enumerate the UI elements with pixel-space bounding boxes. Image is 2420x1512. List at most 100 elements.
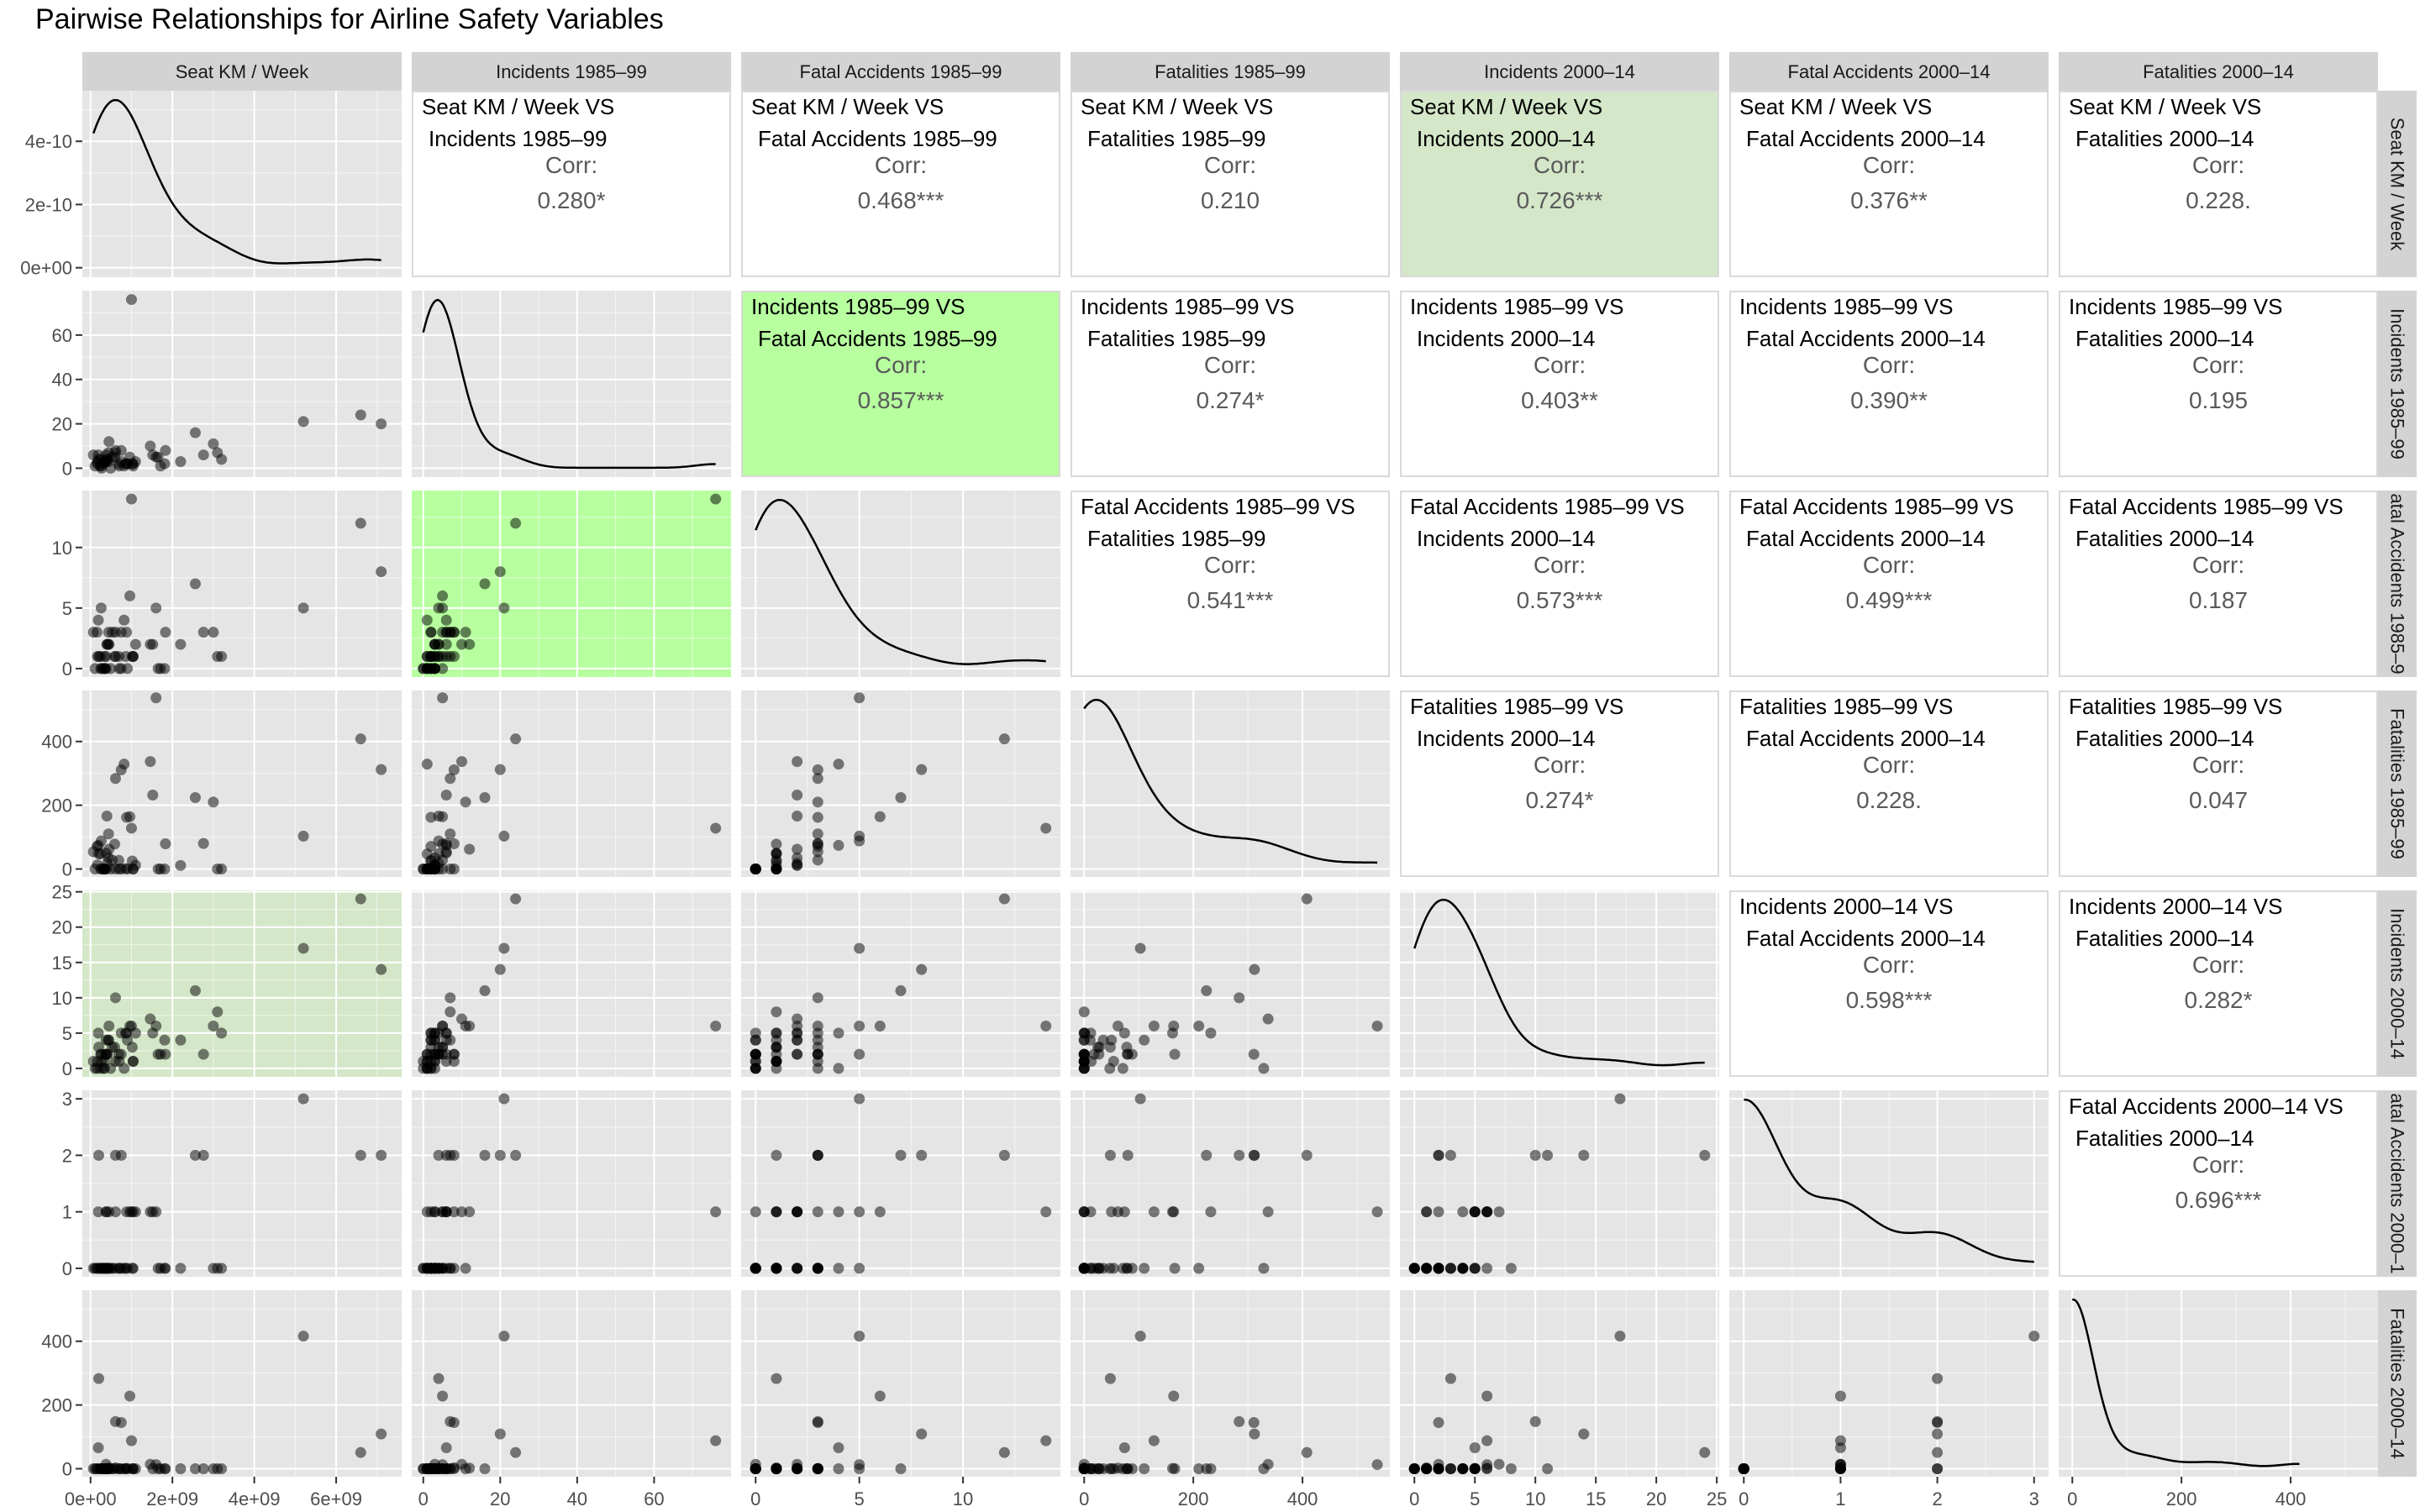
panel-background [741,690,1060,877]
scatter-point [1262,1206,1274,1218]
scatter-point [1085,1206,1097,1218]
correlation-value: 0.726*** [1517,187,1603,213]
scatter-point [109,992,121,1004]
scatter-point [1469,1463,1481,1475]
scatter-point [1614,1331,1626,1342]
scatter-point [498,1093,510,1105]
scatter-point [1168,1390,1180,1402]
correlation-pair-line1: Fatalities 1985–99 VS [1410,694,1623,719]
scatter-point [1932,1446,1944,1458]
scatter-point [1118,1441,1130,1453]
correlation-label: Corr: [2192,952,2244,978]
scatter-point [440,789,452,801]
scatter-point [812,1263,823,1274]
y-tick-label: 2e-10 [25,194,72,215]
x-tick-label: 40 [567,1488,587,1509]
x-tick-label: 5 [1470,1488,1480,1509]
panel-background [82,291,402,477]
scatter-point [1493,1206,1505,1218]
scatter-point [771,1263,782,1274]
y-tick-label: 3 [62,1089,72,1110]
scatter-point [92,1027,104,1039]
scatter-point [197,1048,209,1060]
scatter-point [498,942,510,954]
row-strip [2378,1090,2417,1277]
scatter-point [115,1149,127,1161]
scatter-point [129,859,141,871]
scatter-point [297,1331,309,1342]
density-curve [2072,1298,2300,1467]
scatter-point [812,992,823,1004]
scatter-point [113,1056,125,1067]
scatter-point [895,792,907,804]
scatter-point [833,1463,844,1475]
scatter-point [812,773,823,785]
y-tick-label: 40 [52,370,72,391]
scatter-point [479,1149,491,1161]
scatter-point [510,517,522,529]
scatter-point [916,1428,928,1440]
scatter-point [92,1441,104,1453]
scatter-point [212,1006,224,1018]
scatter-point [771,1006,782,1018]
y-tick-label: 0 [62,458,72,479]
scatter-point [448,864,460,875]
scatter-point [874,811,886,822]
correlation-value: 0.187 [2189,587,2248,613]
correlation-label: Corr: [2192,552,2244,578]
x-tick-label: 15 [1586,1488,1606,1509]
scatter-point [1834,1462,1846,1474]
scatter-point [440,627,452,638]
scatter-point [854,1206,865,1218]
scatter-point [355,733,366,745]
density-curve [755,498,1046,665]
scatter-point [92,1206,104,1218]
correlation-pair-line2: Fatal Accidents 2000–14 [1746,726,1986,751]
scatter-point [197,1463,209,1475]
scatter-point [113,1263,125,1274]
scatter-point [895,1149,907,1161]
scatter-point [437,602,449,614]
column-strip-label: Incidents 1985–99 [496,61,647,82]
scatter-point [118,614,130,626]
correlation-label: Corr: [2192,1152,2244,1178]
scatter-point [1421,1206,1433,1218]
correlation-label: Corr: [1204,552,1256,578]
scatter-point [854,1263,865,1274]
scatter-point [1104,1063,1116,1074]
scatter-point [175,1263,187,1274]
scatter-point [854,1459,865,1471]
scatter-point [479,1463,491,1475]
scatter-point [1834,1390,1846,1402]
scatter-point [437,811,449,822]
scatter-point [771,1027,782,1039]
scatter-point [376,764,387,775]
correlation-pair-line2: Incidents 2000–14 [1417,326,1596,351]
correlation-value: 0.468*** [858,187,944,213]
scatter-point [440,837,452,849]
scatter-point [429,1206,440,1218]
x-tick-label: 0 [1739,1488,1749,1509]
row-strip-label: Fatalities 2000–14 [2387,1308,2408,1459]
scatter-point [1481,1435,1493,1446]
scatter-point [297,416,309,428]
correlation-panel [412,91,731,277]
scatter-point [1932,1463,1944,1475]
correlation-panel [1729,91,2049,277]
column-strip [1400,52,1719,91]
scatter-point [94,1063,106,1074]
scatter-point [376,566,387,578]
scatter-point [92,627,103,638]
correlation-label: Corr: [875,352,927,378]
scatter-point [854,942,865,954]
scatter-point [854,1048,865,1060]
scatter-point [812,1048,823,1060]
scatter-point [197,837,209,849]
scatter-point [479,578,491,590]
correlation-pair-line2: Fatal Accidents 2000–14 [1746,326,1986,351]
x-tick-label: 200 [1178,1488,1209,1509]
scatter-point [1421,1263,1433,1274]
scatter-point [92,614,104,626]
scatter-point [433,848,445,859]
correlation-pair-line2: Incidents 2000–14 [1417,726,1596,751]
